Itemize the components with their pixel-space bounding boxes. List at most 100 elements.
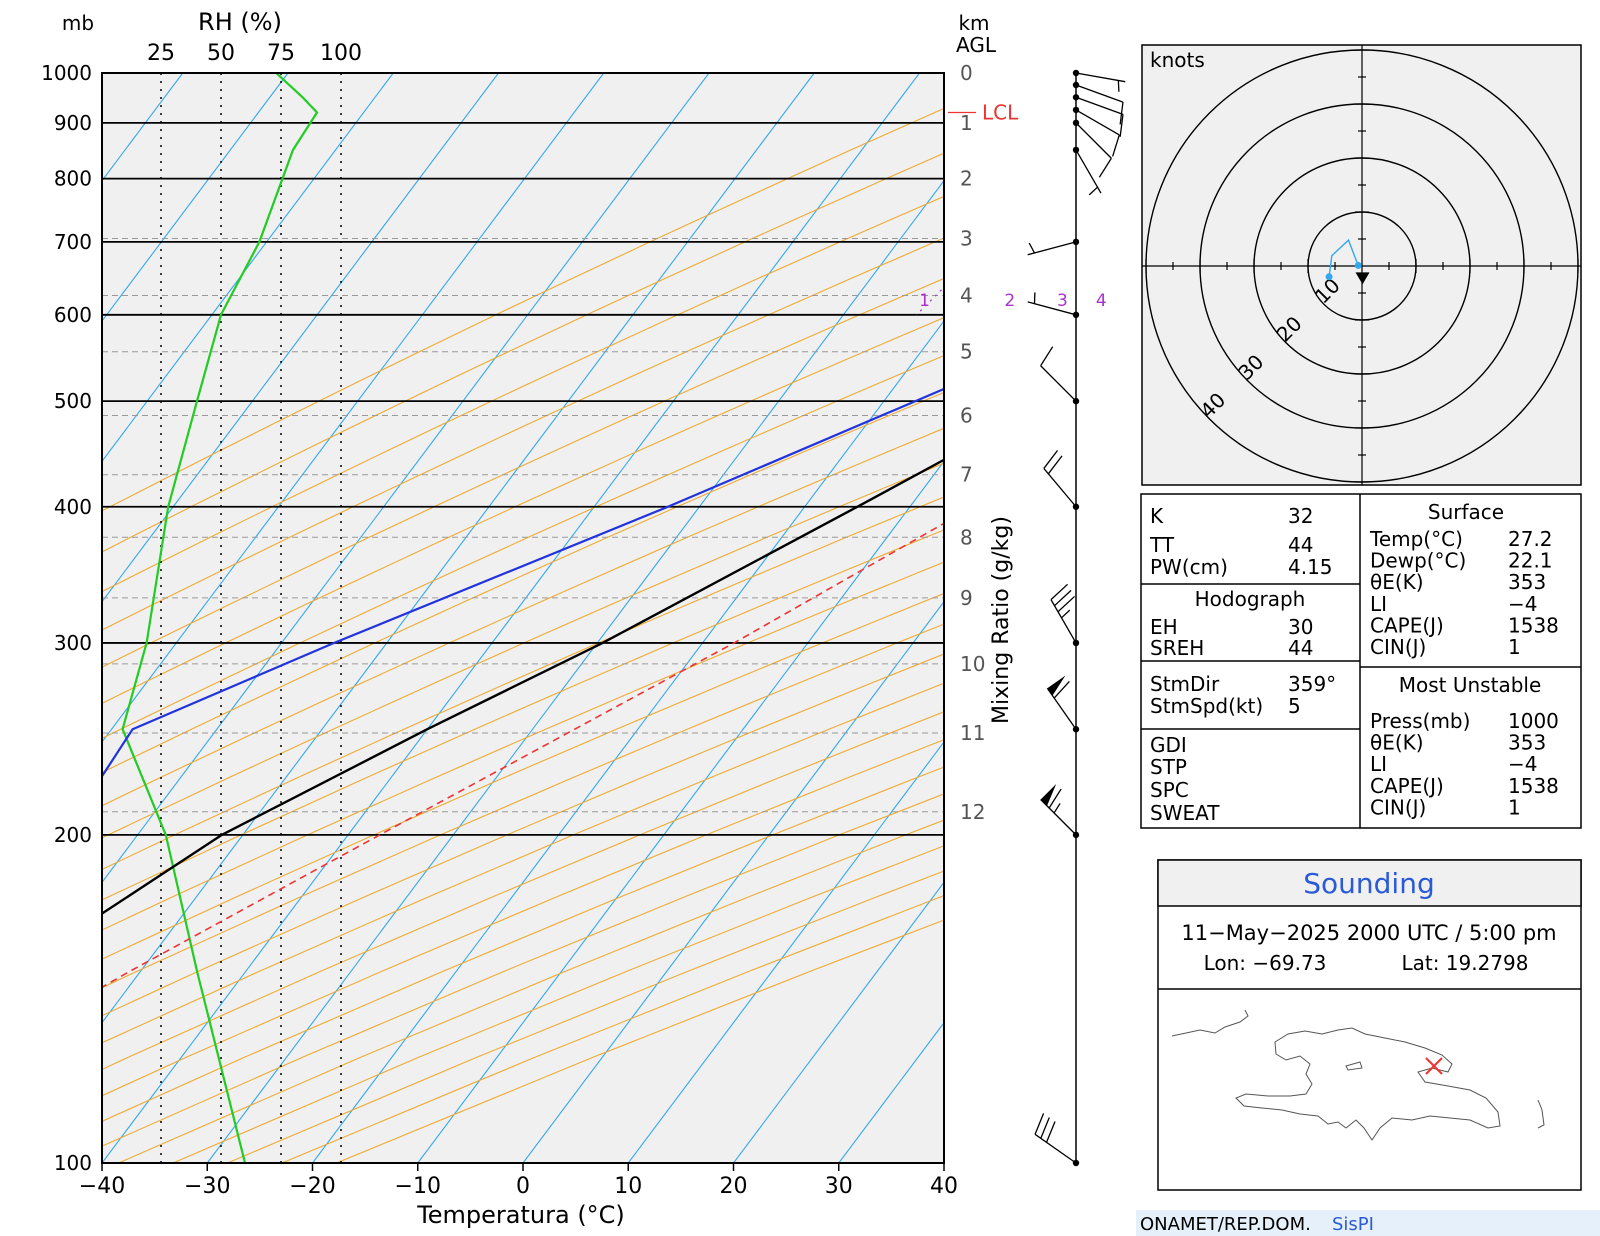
index-row-value: 1000: [1508, 709, 1559, 733]
surface-rows: Temp(°C) 27.2 Dewp(°C) 22.1 θE(K) 353 LI −4 CAPE…: [1369, 527, 1559, 659]
pressure-tick-label: 100: [54, 1151, 92, 1175]
sreh-value: 44: [1288, 636, 1313, 660]
dry-adiabat-line: [102, 277, 944, 668]
hodograph-trace: [1328, 238, 1359, 277]
isotherm-line: [102, 73, 394, 463]
isotherm-line: [206, 179, 944, 1163]
dry-adiabat-line: [102, 653, 944, 1017]
pressure-tick-label: 800: [54, 167, 92, 191]
index-row-label: θE(K): [1370, 731, 1424, 755]
hodograph-end-dot: [1325, 273, 1333, 281]
isotherm-line: [102, 73, 499, 603]
sounding-longitude: Lon: −69.73: [1204, 951, 1327, 975]
pressure-tick-label: 1000: [41, 61, 92, 85]
agl-label: AGL: [956, 33, 997, 57]
height-km-label: 2: [960, 167, 973, 191]
index-row-value: −4: [1508, 592, 1537, 616]
index-row-value: 353: [1508, 570, 1546, 594]
isotherm-line: [312, 320, 944, 1163]
wind-barb: [1034, 1113, 1080, 1167]
x-tick-label: −20: [289, 1174, 335, 1199]
height-km-label: 0: [960, 61, 973, 85]
sounding-box-frame: [1157, 859, 1582, 1191]
x-axis-label: Temperatura (°C): [416, 1201, 625, 1229]
rh-axis-label: RH (%): [198, 8, 282, 36]
index-row-value: 353: [1508, 731, 1546, 755]
wind-barb: [1046, 675, 1080, 733]
x-tick-label: 10: [614, 1174, 642, 1199]
storm-speed-value: 5: [1288, 694, 1301, 718]
height-km-label: 12: [960, 800, 985, 824]
sweat-label: SWEAT: [1150, 801, 1220, 825]
height-km-label: 10: [960, 652, 985, 676]
mixing-ratio-axis-label: Mixing Ratio (g/kg): [989, 516, 1014, 724]
pressure-tick-label: 300: [54, 631, 92, 655]
rh-tick-label: 75: [267, 41, 295, 66]
isotherm-line: [733, 881, 944, 1163]
dry-adiabat-line: [102, 682, 944, 1044]
height-km-label: 9: [960, 586, 973, 610]
wind-barb: [1072, 81, 1124, 125]
storm-dir-value: 359°: [1288, 672, 1336, 696]
map-coast-north-cuba: [1171, 1009, 1249, 1037]
isotherm-line: [102, 73, 815, 1024]
pressure-unit-label: mb: [62, 11, 94, 35]
dry-adiabat-line: [102, 152, 944, 553]
lcl-label: LCL: [982, 100, 1019, 124]
index-row-value: 27.2: [1508, 527, 1553, 551]
rh-profile-line: [121, 73, 319, 1163]
footer-org: ONAMET/REP.DOM.: [1140, 1214, 1311, 1235]
dry-adiabat-line: [102, 711, 944, 1071]
wind-barb: [1043, 450, 1080, 510]
wind-barb: [1072, 94, 1124, 137]
wind-barb: [1040, 346, 1080, 405]
dry-adiabat-line: [102, 496, 944, 871]
rh-tick-label: 25: [147, 41, 175, 66]
isotherm-line: [102, 73, 289, 322]
pressure-tick-label: 600: [54, 303, 92, 327]
wind-barb: [1072, 106, 1120, 157]
hodograph-section-title: Hodograph: [1195, 587, 1306, 611]
x-tick-label: −40: [79, 1174, 125, 1199]
index-row-label: LI: [1370, 752, 1387, 776]
wind-barb: [1040, 783, 1080, 839]
dry-adiabat-line: [102, 592, 944, 960]
pressure-tick-label: 900: [54, 111, 92, 135]
wind-barb: [1072, 69, 1126, 92]
storm-speed-label: StmSpd(kt): [1150, 694, 1263, 718]
storm-motion-marker: [1355, 272, 1370, 285]
pw-label: PW(cm): [1150, 555, 1228, 579]
height-km-label: 7: [960, 463, 973, 487]
dry-adiabat-line: [102, 317, 944, 704]
index-row-label: CAPE(J): [1370, 613, 1444, 637]
surface-title: Surface: [1428, 500, 1504, 524]
index-row-label: CAPE(J): [1370, 774, 1444, 798]
isotherm-line: [627, 741, 944, 1163]
wind-barbs-column: [1027, 69, 1126, 1167]
height-km-label: 1: [960, 111, 973, 135]
x-tick-label: 40: [930, 1174, 958, 1199]
pressure-tick-label: 200: [54, 823, 92, 847]
stp-label: STP: [1150, 755, 1187, 779]
rh-tick-label: 100: [320, 41, 362, 66]
map-hispaniola: [1235, 1027, 1501, 1141]
height-km-label: 11: [960, 721, 985, 745]
dry-adiabat-line: [102, 237, 944, 631]
dry-adiabat-line: [102, 391, 944, 774]
mixing-ratio-line: [916, 286, 944, 316]
height-km-label: 4: [960, 283, 973, 307]
sounding-info-box: Sounding 11−May−2025 2000 UTC / 5:00 pm …: [1157, 859, 1582, 1191]
location-map: [1171, 1009, 1545, 1141]
index-row-label: LI: [1370, 592, 1387, 616]
x-tick-label: 30: [825, 1174, 853, 1199]
isotherm-line: [102, 73, 710, 884]
map-puerto-rico: [1537, 1099, 1545, 1129]
isotherm-line: [102, 73, 605, 743]
hodograph-ring: [1253, 157, 1471, 375]
x-tick-label: −10: [395, 1174, 441, 1199]
wind-barb: [1072, 119, 1112, 178]
map-island-gonave: [1345, 1061, 1363, 1071]
index-row-label: Temp(°C): [1369, 527, 1463, 551]
